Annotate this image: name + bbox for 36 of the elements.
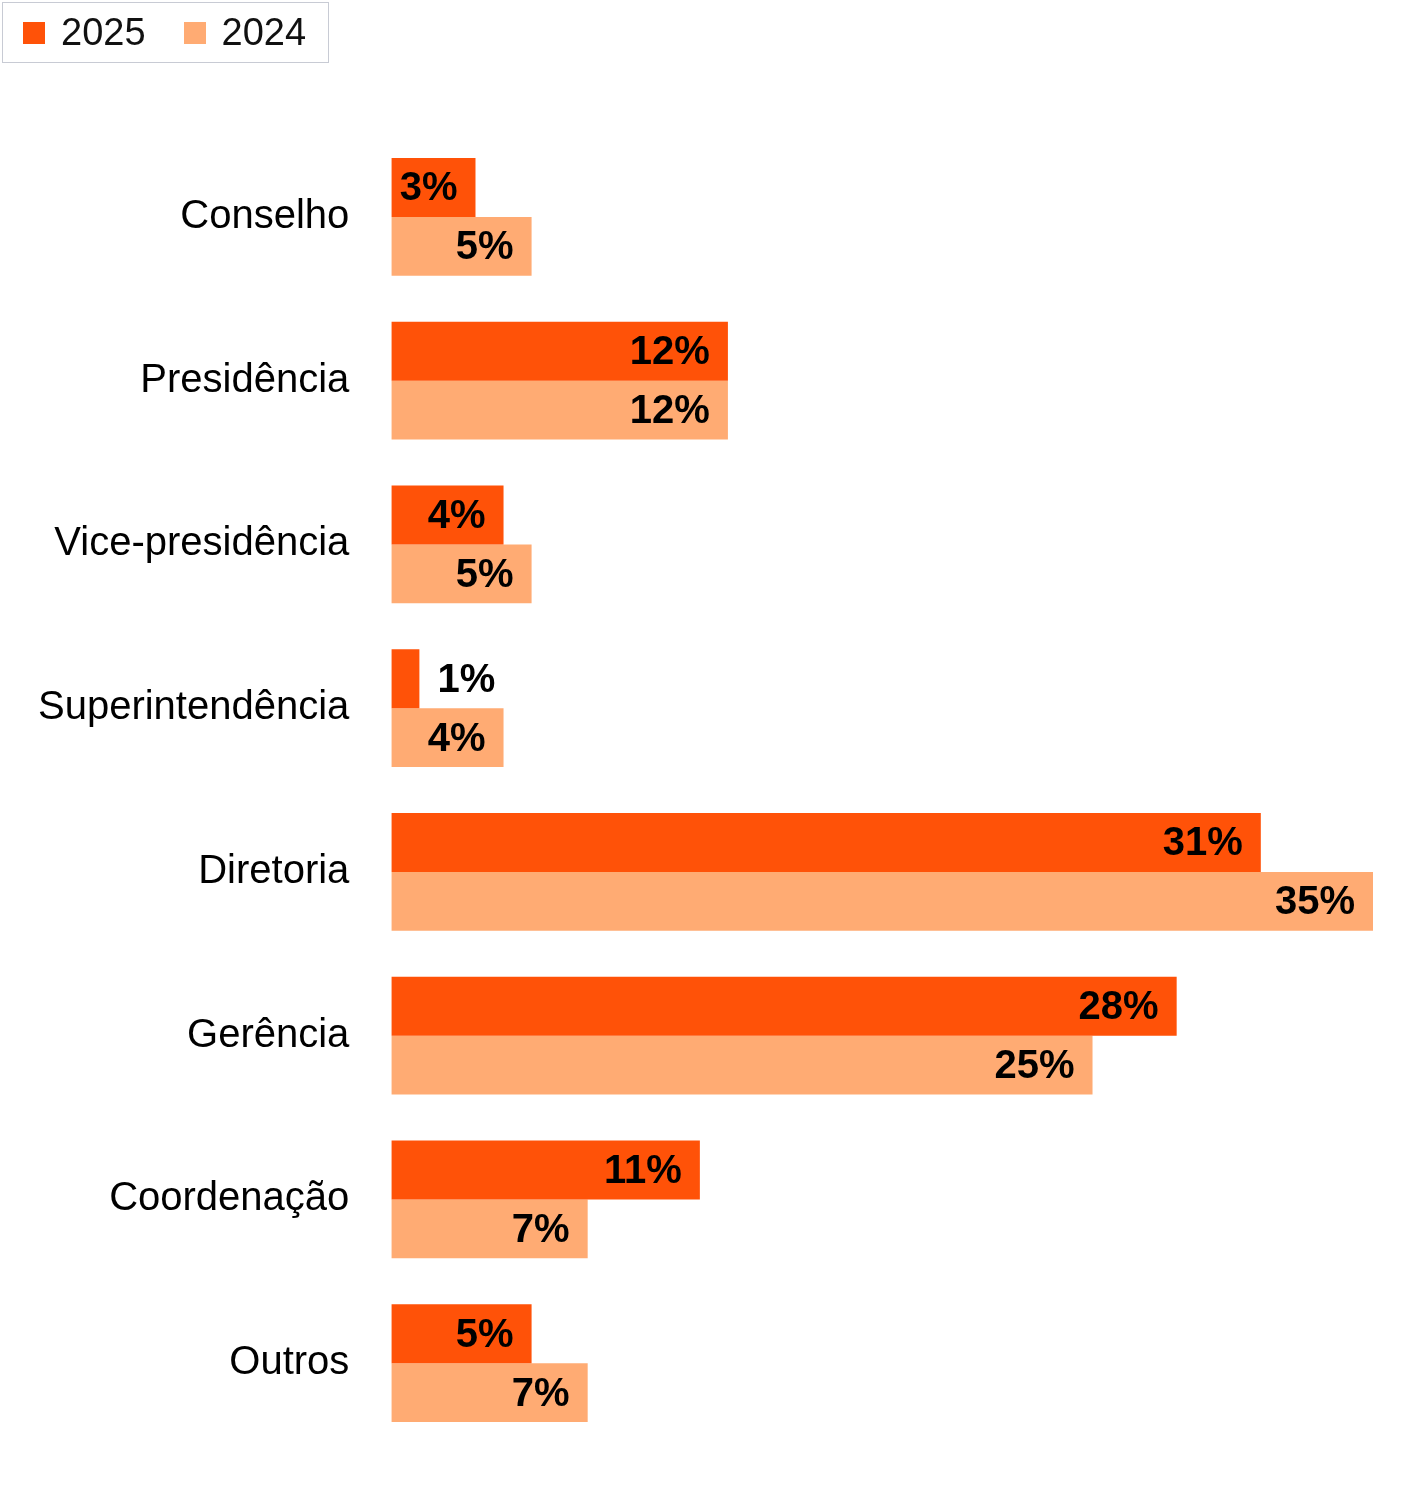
data-label: 12%: [629, 387, 710, 432]
data-label: 4%: [427, 491, 486, 536]
data-label: 25%: [994, 1042, 1075, 1087]
legend-label: 2024: [221, 11, 307, 54]
y-tick-label: Conselho: [180, 191, 350, 236]
y-tick-label: Superintendência: [37, 683, 351, 728]
data-label: 12%: [629, 328, 710, 373]
data-label: 4%: [427, 714, 486, 759]
data-label: 11%: [604, 1146, 682, 1191]
y-tick-label: Outros: [229, 1338, 350, 1383]
bar: [391, 1199, 588, 1259]
data-label: 5%: [455, 1310, 514, 1355]
data-label: 1%: [437, 655, 496, 700]
bar: [391, 321, 728, 381]
data-label: 3%: [399, 164, 458, 209]
data-label: 5%: [455, 223, 514, 268]
data-label: 5%: [455, 550, 514, 595]
data-label: 7%: [511, 1369, 570, 1414]
data-label: 35%: [1274, 878, 1355, 923]
data-label: 7%: [511, 1205, 570, 1250]
bar: [391, 649, 420, 709]
y-tick-label: Gerência: [187, 1010, 351, 1055]
y-tick-label: Diretoria: [198, 846, 351, 891]
bar: [391, 380, 728, 440]
data-label: 28%: [1078, 983, 1159, 1028]
bar: [391, 1035, 1093, 1095]
bar: [391, 1363, 588, 1423]
data-label: 31%: [1162, 819, 1243, 864]
y-tick-label: Vice-presidência: [54, 519, 351, 564]
bar: [391, 871, 1373, 931]
y-tick-label: Presidência: [140, 355, 351, 400]
y-tick-label: Coordenação: [109, 1174, 350, 1219]
legend-label: 2025: [61, 11, 146, 54]
bar: [391, 976, 1177, 1036]
bar: [391, 1140, 700, 1200]
bar: [391, 812, 1261, 872]
